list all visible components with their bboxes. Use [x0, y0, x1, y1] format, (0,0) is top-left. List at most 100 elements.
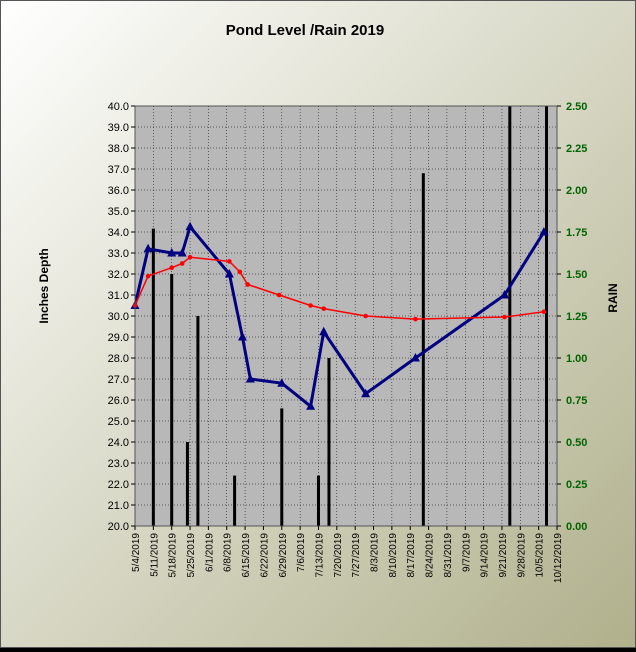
- rain-bar-8: [327, 358, 331, 526]
- pond-level-marker-10: [319, 326, 329, 336]
- pond-level-marker-7: [245, 374, 255, 383]
- y-right-tick-label-7: 1.75: [566, 227, 587, 239]
- x-tick-label-22: 10/5/2019: [535, 533, 546, 578]
- pond-level-trend-marker-7: [245, 282, 251, 287]
- rain-bar-5: [233, 475, 237, 526]
- rain-bar-7: [316, 475, 320, 526]
- pond-level-trend-marker-12: [413, 316, 418, 322]
- pond-level-trend-marker-11: [363, 313, 368, 319]
- chart-title: Pond Level /Rain 2019: [226, 22, 384, 39]
- rain-bar-11: [545, 106, 549, 526]
- x-tick-label-11: 7/20/2019: [333, 533, 344, 578]
- pond-level-marker-13: [500, 290, 510, 299]
- pond-level-trend-marker-3: [179, 261, 185, 266]
- x-tick-label-10: 7/13/2019: [314, 533, 325, 578]
- y-left-tick-label-5: 25.0: [108, 416, 129, 428]
- y-left-tick-label-16: 36.0: [108, 185, 129, 197]
- y-right-tick-label-3: 0.75: [566, 395, 587, 407]
- x-tick-label-20: 9/21/2019: [498, 533, 509, 578]
- pond-level-trend-marker-14: [541, 309, 547, 315]
- rain-bar-9: [421, 173, 425, 526]
- y-left-tick-label-4: 24.0: [108, 437, 129, 449]
- y-right-tick-label-1: 0.25: [566, 479, 587, 491]
- y-left-tick-label-13: 33.0: [108, 248, 129, 260]
- pond-level-marker-3: [177, 248, 187, 257]
- x-tick-label-7: 6/22/2019: [259, 533, 270, 578]
- y-right-tick-label-5: 1.25: [566, 311, 587, 323]
- y-left-tick-label-7: 27.0: [108, 374, 129, 386]
- y-left-tick-label-1: 21.0: [108, 500, 129, 512]
- y-right-tick-label-0: 0.00: [566, 521, 587, 533]
- y-left-tick-label-17: 37.0: [108, 164, 129, 176]
- y-left-tick-label-11: 31.0: [108, 290, 129, 302]
- y-right-tick-label-4: 1.00: [566, 353, 587, 365]
- x-tick-label-23: 10/12/2019: [553, 533, 564, 583]
- pond-level-trend-marker-4: [187, 254, 193, 260]
- rain-bar-2: [170, 274, 174, 526]
- y-left-tick-label-3: 23.0: [108, 458, 129, 470]
- pond-level-trend-marker-1: [145, 273, 151, 279]
- pond-level-trend-marker-13: [502, 314, 507, 320]
- y-left-tick-label-14: 34.0: [108, 227, 129, 239]
- x-tick-label-15: 8/17/2019: [406, 533, 417, 578]
- pond-level-trend-marker-10: [321, 306, 327, 311]
- pond-level-marker-9: [306, 401, 316, 410]
- x-tick-label-0: 5/4/2019: [131, 533, 142, 572]
- x-tick-label-17: 8/31/2019: [443, 533, 454, 578]
- y-right-tick-label-9: 2.25: [566, 143, 587, 155]
- pond-level-marker-11: [361, 388, 371, 398]
- y-right-tick-label-6: 1.50: [566, 269, 587, 281]
- pond-level-marker-8: [277, 378, 287, 387]
- x-tick-label-13: 8/3/2019: [370, 533, 381, 572]
- pond-level-trend-marker-8: [276, 292, 282, 298]
- x-tick-label-8: 6/29/2019: [278, 533, 289, 578]
- pond-level-marker-4: [185, 221, 195, 231]
- x-tick-label-19: 9/14/2019: [480, 533, 491, 578]
- pond-level-marker-12: [410, 353, 420, 362]
- series-lines: [130, 221, 549, 410]
- y-left-tick-label-20: 40.0: [108, 101, 129, 113]
- y-axis-left-label: Inches Depth: [37, 248, 51, 323]
- x-tick-label-12: 7/27/2019: [351, 533, 362, 578]
- x-tick-label-21: 9/28/2019: [516, 533, 527, 578]
- y-left-tick-label-10: 30.0: [108, 311, 129, 323]
- y-left-tick-label-12: 32.0: [108, 269, 129, 281]
- y-axis-right-label: RAIN: [606, 283, 620, 312]
- rain-bar-4: [196, 316, 200, 526]
- x-tick-label-5: 6/8/2019: [223, 533, 234, 572]
- x-tick-label-2: 5/18/2019: [168, 533, 179, 578]
- gridlines: [134, 105, 558, 527]
- y-right-tick-label-2: 0.50: [566, 437, 587, 449]
- x-tick-label-16: 8/24/2019: [425, 533, 436, 578]
- rain-bar-3: [185, 442, 189, 526]
- pond-level-trend-marker-9: [308, 303, 313, 308]
- pond-level-marker-2: [167, 248, 177, 257]
- x-tick-label-6: 6/15/2019: [241, 533, 252, 578]
- x-tick-label-3: 5/25/2019: [186, 533, 197, 578]
- pond-level-trend-marker-5: [227, 259, 232, 264]
- rain-bar-6: [280, 408, 284, 526]
- pond-level-trend-marker-2: [169, 265, 174, 271]
- y-right-tick-label-8: 2.00: [566, 185, 587, 197]
- y-left-tick-label-6: 26.0: [108, 395, 129, 407]
- x-tick-label-4: 6/1/2019: [204, 533, 215, 572]
- pond-level-marker-6: [237, 332, 247, 341]
- x-tick-label-1: 5/11/2019: [149, 533, 160, 577]
- axes: 20.0 21.0 22.0 23.0 24.0 25.0 26.0 27.0 28.0 29.0…: [108, 101, 588, 583]
- y-left-tick-label-0: 20.0: [108, 521, 129, 533]
- y-left-tick-label-9: 29.0: [108, 332, 129, 344]
- pond-level-marker-14: [539, 227, 549, 236]
- pond-level-trend-marker-6: [237, 269, 243, 275]
- rain-bar-1: [151, 228, 155, 526]
- y-left-tick-label-8: 28.0: [108, 353, 129, 365]
- y-left-tick-label-18: 38.0: [108, 143, 129, 155]
- x-tick-label-9: 7/6/2019: [296, 533, 307, 572]
- y-left-tick-label-15: 35.0: [108, 206, 129, 218]
- pond-level-marker-5: [224, 269, 234, 278]
- x-tick-label-14: 8/10/2019: [388, 533, 399, 578]
- pond-level-marker-1: [143, 243, 153, 253]
- y-left-tick-label-2: 22.0: [108, 479, 129, 491]
- y-right-tick-label-10: 2.50: [566, 101, 587, 113]
